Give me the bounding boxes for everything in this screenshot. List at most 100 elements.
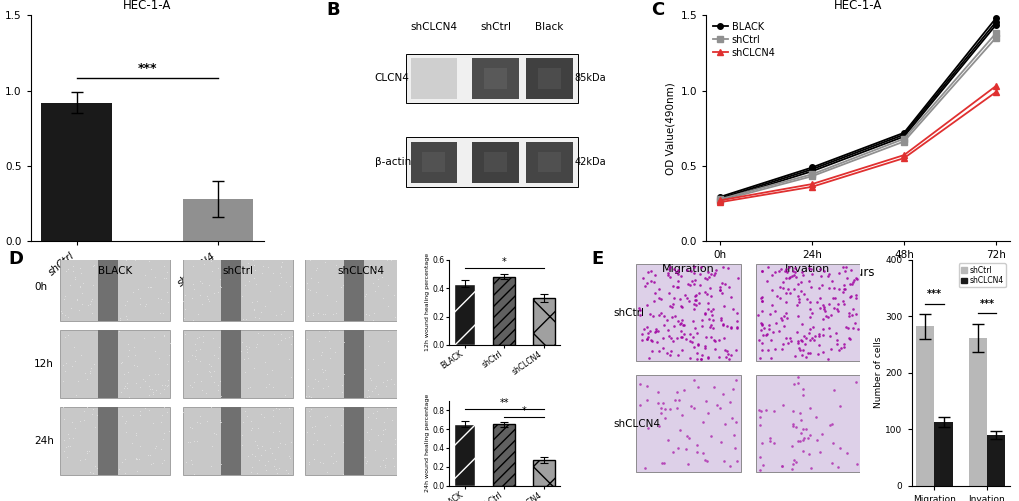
Bar	[483, 152, 506, 172]
Point	[364, 316, 380, 324]
Point	[238, 349, 255, 357]
Point	[841, 334, 857, 342]
Point	[659, 435, 676, 443]
Point	[327, 349, 343, 357]
Point	[715, 334, 732, 342]
Point	[251, 456, 267, 464]
Point	[699, 353, 715, 361]
Point	[632, 380, 648, 388]
Point	[239, 452, 256, 460]
Point	[304, 423, 320, 431]
Point	[200, 295, 216, 303]
Point	[314, 348, 330, 356]
Point	[693, 317, 709, 325]
Point	[688, 329, 704, 337]
Point	[299, 252, 315, 260]
Point	[193, 291, 209, 299]
Point	[148, 442, 164, 450]
Point	[116, 370, 132, 378]
Point	[360, 413, 376, 421]
Text: shCLCN4: shCLCN4	[410, 22, 457, 32]
Point	[845, 278, 861, 286]
Point	[117, 418, 133, 426]
Point	[647, 325, 663, 333]
Point	[379, 251, 395, 259]
Point	[822, 345, 839, 353]
Point	[300, 285, 316, 293]
Point	[84, 410, 100, 418]
Point	[277, 466, 293, 474]
Point	[158, 268, 174, 276]
Point	[334, 405, 351, 413]
Point	[785, 285, 801, 293]
Point	[84, 295, 100, 303]
Bar	[483, 68, 506, 89]
Point	[129, 285, 146, 293]
Point	[268, 404, 284, 412]
Point	[824, 439, 841, 447]
Point	[685, 269, 701, 277]
Point	[751, 406, 767, 414]
Point	[403, 249, 419, 258]
Point	[78, 375, 95, 383]
Point	[195, 251, 211, 259]
Point	[137, 255, 153, 263]
Point	[210, 386, 226, 394]
Point	[239, 259, 256, 267]
Point	[400, 269, 417, 277]
Point	[643, 347, 659, 355]
Text: Invation: Invation	[785, 264, 829, 274]
Point	[801, 313, 817, 321]
Point	[642, 267, 658, 275]
Point	[210, 288, 226, 296]
Point	[691, 281, 707, 289]
Point	[802, 325, 818, 333]
Point	[199, 292, 215, 300]
Point	[398, 333, 415, 341]
Point	[776, 309, 793, 317]
Point	[143, 265, 159, 273]
Point	[306, 454, 322, 462]
Bar	[453, 284, 475, 345]
Point	[156, 385, 172, 393]
Point	[841, 309, 857, 317]
Point	[126, 256, 143, 264]
Point	[198, 389, 214, 397]
Point	[834, 264, 850, 272]
Point	[696, 274, 712, 282]
Point	[265, 412, 281, 420]
Point	[124, 439, 141, 447]
Point	[773, 284, 790, 292]
Point	[271, 282, 287, 290]
Point	[791, 299, 807, 307]
Point	[396, 450, 413, 458]
Point	[753, 267, 769, 275]
Point	[777, 265, 794, 273]
Point	[765, 268, 782, 276]
Point	[797, 424, 813, 432]
Point	[264, 270, 280, 278]
Point	[407, 467, 423, 475]
Point	[86, 262, 102, 270]
Point	[685, 343, 701, 351]
Point	[824, 294, 841, 302]
Point	[252, 451, 268, 459]
Point	[194, 279, 210, 287]
Point	[822, 311, 839, 319]
Point	[247, 313, 263, 321]
Point	[152, 388, 168, 396]
Point	[646, 271, 662, 279]
Point	[794, 385, 810, 393]
Point	[680, 297, 696, 305]
Point	[79, 403, 96, 411]
Point	[262, 287, 278, 295]
Point	[362, 261, 378, 269]
Point	[117, 382, 133, 390]
Bar	[537, 68, 560, 89]
Point	[390, 316, 407, 324]
Point	[156, 429, 172, 437]
Point	[206, 367, 222, 375]
Point	[786, 456, 802, 464]
Point	[819, 284, 836, 292]
Point	[684, 317, 700, 325]
